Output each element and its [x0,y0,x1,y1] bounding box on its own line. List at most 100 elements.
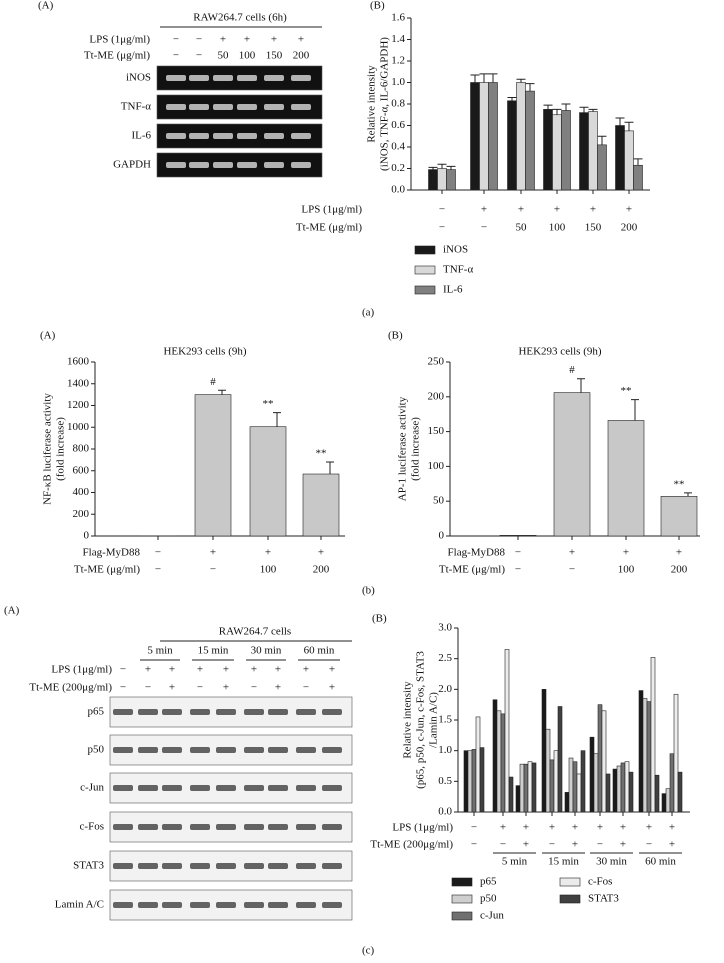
treatment-label: Tt-ME (μg/ml) [296,222,362,234]
time-label: 30 min [251,645,282,657]
bar [531,762,537,813]
band [237,75,257,81]
treatment-label: LPS (1μg/ml) [301,204,362,216]
bar [660,496,698,537]
annotation: ** [316,448,327,460]
band [291,133,311,139]
treatment-label: Tt-ME (200μg/ml) [370,839,453,851]
y-tick-label: 1.2 [391,55,405,67]
band [237,162,257,168]
legend-label: STAT3 [588,893,619,905]
legend-label: c-Jun [480,910,504,922]
error-bar [428,166,438,170]
bar [249,426,287,537]
band [296,824,316,830]
bar [638,690,644,813]
error-bar [631,399,639,421]
legend-swatch [451,877,473,887]
treatment-sign: + [169,664,175,676]
annotation: # [210,376,216,388]
y-tick-label: 0 [439,530,445,542]
legend-label: c-Fos [588,876,612,888]
treatment-sign: + [318,547,324,559]
chart-subtitle: HEK293 cells (9h) [518,346,601,358]
band-label: p65 [88,706,105,718]
treatment-sign: + [590,204,596,216]
treatment-sign: − [481,222,487,234]
error-bar [561,103,571,111]
treatment-sign: + [572,839,578,851]
y-tick-label: 0.6 [391,119,405,131]
bar [519,763,525,813]
band [216,863,236,869]
bar [467,750,473,813]
panel-label: (B) [370,0,385,12]
bar [523,763,529,813]
band-label: IL-6 [131,130,151,142]
treatment-sign: + [145,664,151,676]
error-bar [507,97,517,101]
band [216,824,236,830]
band [244,863,264,869]
annotation: ** [621,385,632,397]
bar [612,768,618,813]
band [213,104,233,110]
bar [677,771,683,813]
time-label: 30 min [596,856,627,868]
bar [463,750,469,813]
bar [507,100,517,191]
treatment-sign: − [197,682,203,694]
band-label: iNOS [126,72,151,84]
bar [576,773,582,813]
bar [496,710,502,813]
treatment-sign: + [329,682,335,694]
y-tick-label: 1.4 [391,33,405,45]
treatment-sign: 150 [266,50,283,62]
band [162,902,182,908]
band [322,824,342,830]
band [237,104,257,110]
treatment-sign: + [669,822,675,834]
legend-swatch [451,894,473,904]
y-axis-label: (fold increase) [410,417,422,481]
band [113,709,133,715]
bar [628,771,634,813]
treatment-label: Flag-MyD88 [448,547,506,559]
error-bar [577,378,585,393]
treatment-sign: − [173,50,179,62]
y-axis-label: Relative intensity [402,681,414,759]
treatment-sign: 150 [585,222,602,234]
y-tick-label: 0 [84,530,90,542]
figure-label: (b) [362,585,375,597]
treatment-sign: + [623,547,629,559]
treatment-sign: + [523,822,529,834]
y-tick-label: 1200 [67,399,90,411]
bar [516,82,526,191]
band [113,902,133,908]
band [244,747,264,753]
treatment-sign: + [251,664,257,676]
treatment-sign: + [265,547,271,559]
bar [479,82,489,191]
panel-label: (A) [4,605,20,617]
error-bar [633,158,643,166]
bar [601,710,607,813]
treatment-sign: + [500,822,506,834]
treatment-sign: − [251,682,257,694]
treatment-sign: + [244,34,250,46]
bar [650,657,656,813]
legend-label: p50 [480,893,497,905]
treatment-sign: − [439,222,445,234]
bar [492,699,498,813]
y-tick-label: 1600 [67,356,90,368]
bar [479,747,485,813]
y-tick-label: 200 [73,508,90,520]
bar [673,693,679,813]
bar [646,701,652,813]
band [190,902,210,908]
bar [488,82,498,191]
band [166,162,186,168]
error-bar [479,73,489,83]
y-tick-label: 0.4 [391,141,405,153]
y-axis-label: NF-κB luciferase activity [42,393,54,505]
